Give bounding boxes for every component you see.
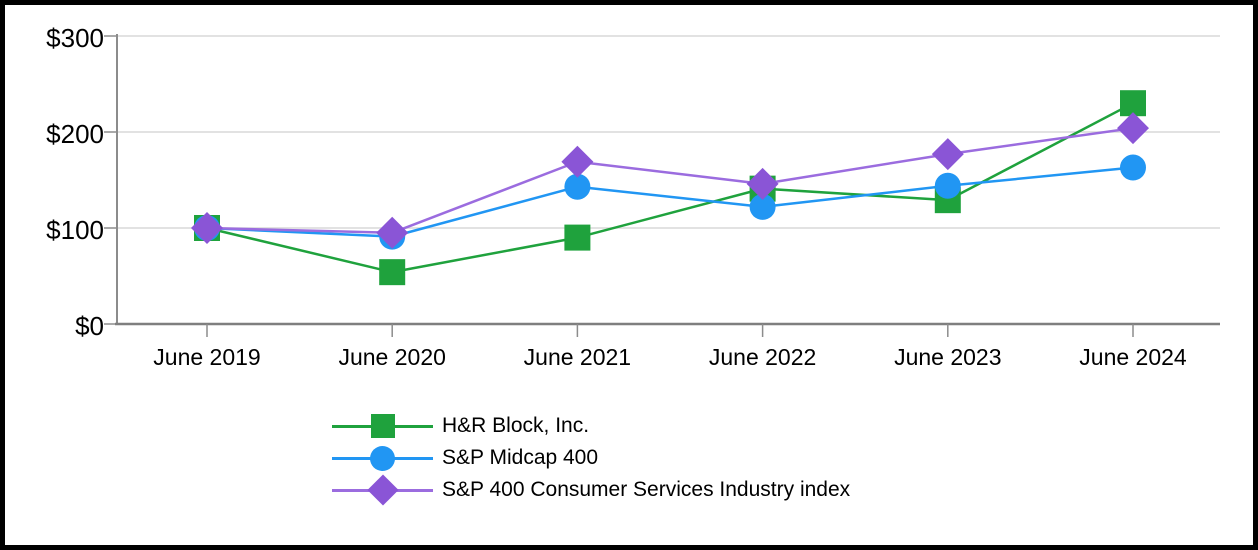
square-marker-icon xyxy=(370,414,395,438)
series-line-1 xyxy=(206,166,1134,238)
data-point-square xyxy=(379,259,406,286)
data-point-diamond xyxy=(376,216,409,249)
data-point-diamond xyxy=(746,167,779,200)
legend-swatch xyxy=(332,474,433,506)
data-point-circle xyxy=(934,172,961,199)
legend-label: S&P Midcap 400 xyxy=(442,446,599,469)
legend-item-hr-block: H&R Block, Inc. xyxy=(332,410,850,442)
chart-svg: $0 $100 $200 $300 June 2019 June 2020 June 202… xyxy=(46,23,1220,370)
data-point-diamond xyxy=(1117,112,1149,145)
y-tick-label: $200 xyxy=(46,119,104,149)
data-point-square xyxy=(564,224,591,251)
legend-label: S&P 400 Consumer Services Industry index xyxy=(442,478,851,501)
data-point-square xyxy=(1120,90,1146,117)
x-tick-label: June 2021 xyxy=(524,344,631,370)
diamond-marker-icon xyxy=(366,474,399,506)
x-tick-label: June 2024 xyxy=(1079,344,1187,370)
series-line-2 xyxy=(206,126,1134,235)
y-tick-label: $100 xyxy=(46,215,104,245)
data-point-circle xyxy=(1120,154,1146,181)
y-tick-label: $300 xyxy=(46,23,104,53)
x-tick-label: June 2022 xyxy=(709,344,816,370)
legend-label: H&R Block, Inc. xyxy=(442,414,590,437)
data-point-circle xyxy=(564,173,591,200)
data-point-diamond xyxy=(191,212,223,244)
data-point-diamond xyxy=(561,145,594,178)
data-point-diamond xyxy=(931,138,964,171)
x-tick-label: June 2019 xyxy=(153,344,260,370)
series-line-0 xyxy=(206,102,1134,274)
legend-item-sp-400-consumer-services: S&P 400 Consumer Services Industry index xyxy=(332,474,850,506)
data-point-circle xyxy=(749,193,776,220)
legend-item-sp-midcap-400: S&P Midcap 400 xyxy=(332,442,850,474)
y-tick-label: $0 xyxy=(75,311,104,341)
x-tick-label: June 2020 xyxy=(338,344,445,370)
x-tick-label: June 2023 xyxy=(894,344,1001,370)
legend: H&R Block, Inc. S&P Midcap 400 S&P 400 C… xyxy=(332,410,850,506)
legend-swatch xyxy=(332,410,433,442)
circle-marker-icon xyxy=(370,445,395,471)
legend-swatch xyxy=(332,442,433,474)
